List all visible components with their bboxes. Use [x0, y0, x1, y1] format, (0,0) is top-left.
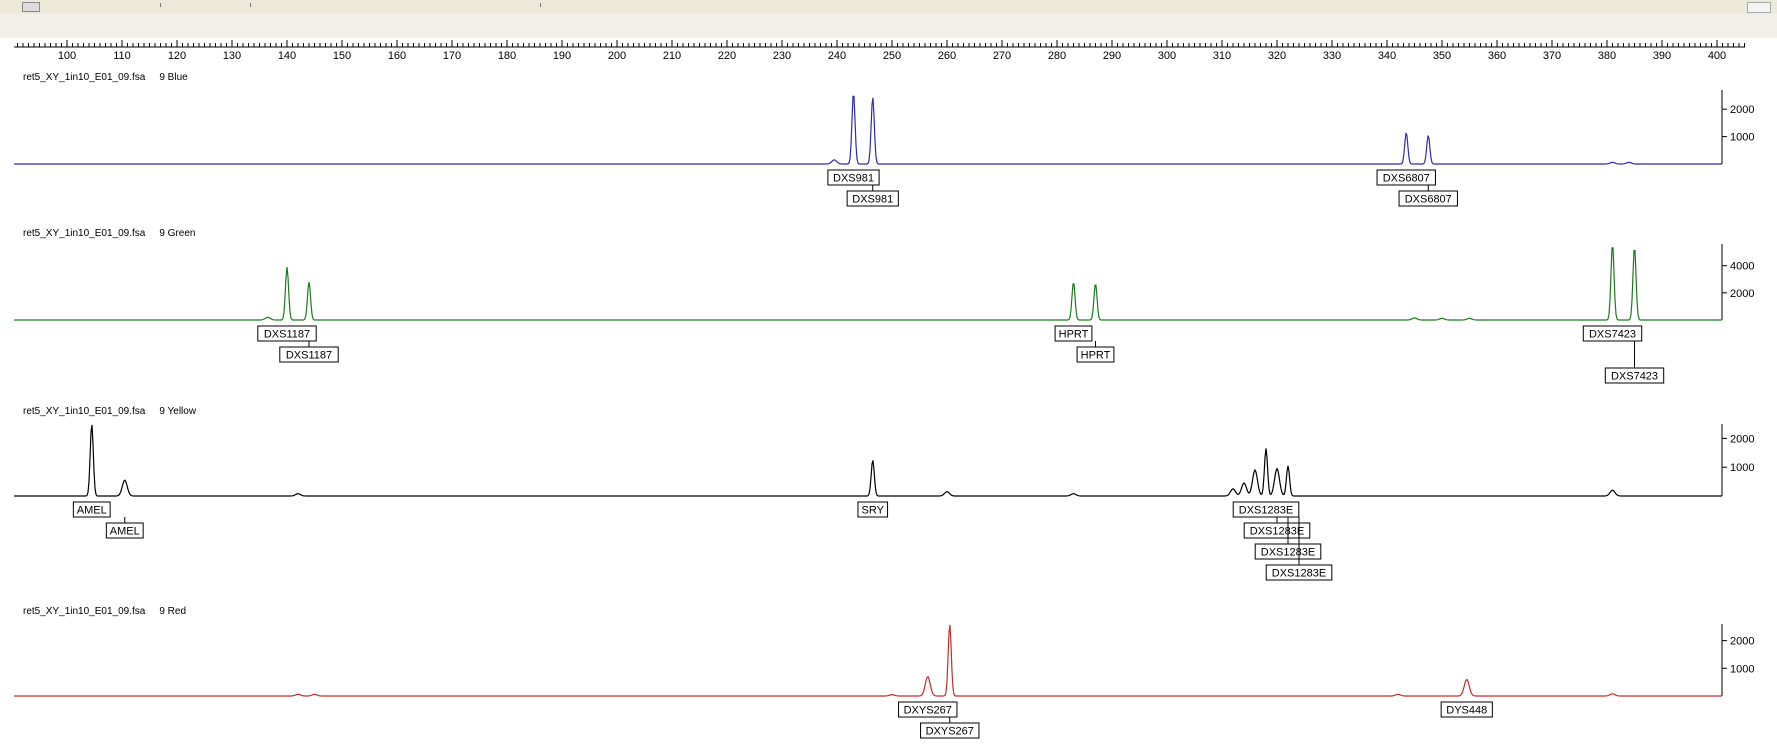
panel-title-yellow: ret5_XY_1in10_E01_09.fsa 9 Yellow	[23, 406, 197, 417]
peak-label-box	[72, 501, 111, 518]
ruler-tick-label: 160	[388, 50, 406, 62]
panel-title-blue: ret5_XY_1in10_E01_09.fsa 9 Blue	[23, 72, 188, 83]
ruler-tick-label: 310	[1213, 50, 1231, 62]
peak-label-box	[1376, 169, 1436, 186]
peak-label-box	[920, 722, 980, 739]
ruler-tick-label: 240	[828, 50, 846, 62]
toolbar-separator	[540, 3, 541, 7]
peak-label: SRY	[862, 505, 885, 517]
ruler-tick-label: 320	[1268, 50, 1286, 62]
ruler-tick-label: 400	[1708, 50, 1726, 62]
peak-label: AMEL	[77, 505, 107, 517]
toolbar-separator	[160, 3, 161, 7]
peak-label-box	[1054, 325, 1093, 342]
y-axis-tick-label: 1000	[1730, 462, 1754, 474]
peak-label: HPRT	[1059, 329, 1089, 341]
peak-label: DXS6807	[1383, 173, 1430, 185]
peak-label-box	[857, 501, 889, 518]
ruler-tick-label: 390	[1653, 50, 1671, 62]
peak-label: DXS1187	[264, 329, 310, 341]
peak-label: DXS1283E	[1272, 568, 1326, 580]
peak-label: HPRT	[1081, 350, 1111, 362]
peak-label-box	[1243, 522, 1311, 539]
peak-label: DXS1283E	[1261, 547, 1315, 559]
panel-red: 1000 2000 DXYS267 DXYS267 DYS448	[14, 624, 1754, 739]
peak-label: DXS1187	[286, 350, 332, 362]
peak-label: DXS1283E	[1239, 505, 1293, 517]
panel-title-red: ret5_XY_1in10_E01_09.fsa 9 Red	[23, 606, 187, 617]
ruler-tick-label: 220	[718, 50, 736, 62]
ruler-tick-label: 260	[938, 50, 956, 62]
peak-label-box	[827, 169, 880, 186]
ruler-tick-label: 250	[883, 50, 901, 62]
ruler-tick-label: 340	[1378, 50, 1396, 62]
peak-label: DXS1283E	[1250, 526, 1304, 538]
peak-label: DXS981	[852, 194, 893, 206]
trace-yellow	[14, 424, 1722, 497]
toolbar-icon[interactable]	[22, 2, 40, 12]
y-axis-tick-label: 2000	[1730, 104, 1754, 116]
peak-label-box	[1232, 501, 1300, 518]
y-axis-tick-label: 2000	[1730, 433, 1754, 445]
peak-label: DYS448	[1446, 705, 1487, 717]
peak-label: DXS981	[833, 173, 874, 185]
ruler-tick-label: 230	[773, 50, 791, 62]
y-axis-tick-label: 1000	[1730, 663, 1754, 675]
ruler-tick-label: 100	[58, 50, 76, 62]
ruler-tick-label: 290	[1103, 50, 1121, 62]
ruler-tick-label: 330	[1323, 50, 1341, 62]
peak-label-box	[1398, 190, 1458, 207]
ruler-tick-label: 140	[278, 50, 296, 62]
toolbar-separator	[250, 3, 251, 7]
peak-label: DXS7423	[1589, 329, 1636, 341]
peak-label-box	[846, 190, 899, 207]
peak-label-box	[1265, 564, 1333, 581]
panel-green: 2000 4000 DXS1187 DXS1187 HPRT HPRT DXS7423 DXS…	[14, 244, 1754, 384]
ruler-tick-label: 270	[993, 50, 1011, 62]
peak-label-box	[1582, 325, 1643, 342]
trace-blue	[14, 95, 1722, 165]
toolbar-scroll-button[interactable]	[1747, 2, 1771, 13]
peak-label-box	[257, 325, 317, 342]
y-axis-tick-label: 2000	[1730, 288, 1754, 300]
peak-label: DXYS267	[904, 705, 952, 717]
ruler-tick-label: 360	[1488, 50, 1506, 62]
y-axis-tick-label: 2000	[1730, 636, 1754, 648]
ruler-tick-label: 110	[113, 50, 131, 62]
ruler-tick-label: 130	[223, 50, 241, 62]
peak-label-box	[1440, 701, 1493, 718]
ruler-tick-label: 190	[553, 50, 571, 62]
peak-label-box	[105, 522, 144, 539]
peak-label-box	[1076, 346, 1115, 363]
size-ruler-background	[0, 14, 1777, 38]
trace-green	[14, 247, 1722, 321]
peak-label: DXS6807	[1405, 194, 1452, 206]
ruler-tick-label: 150	[333, 50, 351, 62]
ruler-tick-label: 170	[443, 50, 461, 62]
peak-label-box	[1604, 367, 1665, 384]
ruler-tick-label: 300	[1158, 50, 1176, 62]
peak-label: DXS7423	[1611, 371, 1658, 383]
ruler-tick-label: 280	[1048, 50, 1066, 62]
y-axis-tick-label: 4000	[1730, 261, 1754, 273]
ruler-tick-label: 380	[1598, 50, 1616, 62]
peak-label-box	[898, 701, 958, 718]
panel-title-green: ret5_XY_1in10_E01_09.fsa 9 Green	[23, 228, 196, 239]
ruler-tick-label: 120	[168, 50, 186, 62]
ruler-tick-label: 200	[608, 50, 626, 62]
peak-label-box	[1254, 543, 1322, 560]
ruler-tick-label: 370	[1543, 50, 1561, 62]
trace-red	[14, 624, 1722, 697]
y-axis-tick-label: 1000	[1730, 132, 1754, 144]
panel-blue: 1000 2000 DXS981 DXS981 DXS6807 DXS6807	[14, 90, 1754, 207]
peak-label: DXYS267	[926, 726, 974, 738]
peak-label: AMEL	[110, 526, 140, 538]
peak-label-box	[279, 346, 339, 363]
ruler-tick-label: 350	[1433, 50, 1451, 62]
ruler-tick-label: 210	[663, 50, 681, 62]
ruler-tick-label: 180	[498, 50, 516, 62]
